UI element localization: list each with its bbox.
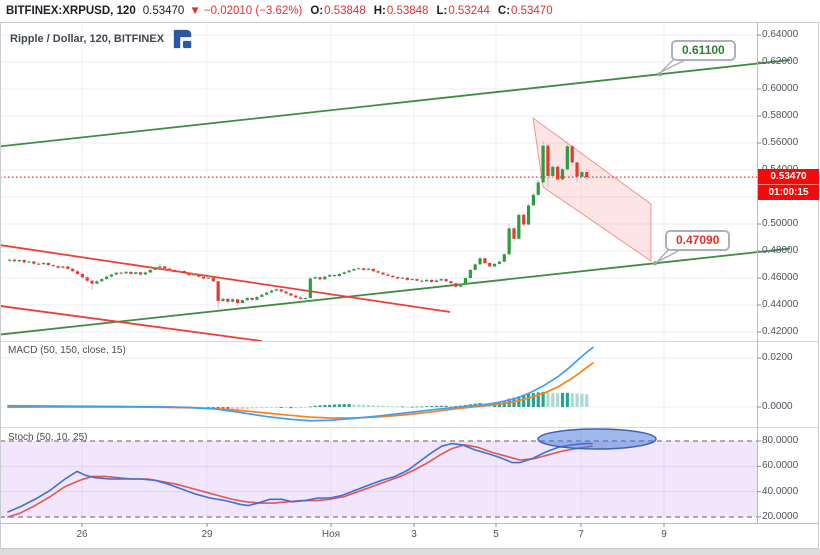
stoch-axis-label: 20.0000 bbox=[762, 511, 799, 522]
stoch-pane-title: Stoch (50, 10, 25) bbox=[8, 432, 88, 443]
time-axis-label: 9 bbox=[661, 529, 667, 540]
time-axis-label: Ноя bbox=[321, 529, 341, 540]
high-value: 0.53848 bbox=[386, 5, 429, 17]
main-price-pane[interactable] bbox=[0, 56, 791, 342]
support-price-callout[interactable]: 0.47090 bbox=[665, 230, 731, 251]
price-axis-label: 0.50000 bbox=[762, 218, 799, 229]
bar-countdown: 01:00:15 bbox=[758, 184, 819, 200]
stoch-axis-label: 40.0000 bbox=[762, 485, 799, 497]
gridlines bbox=[0, 22, 757, 523]
stoch-axis-label: 80.0000 bbox=[762, 435, 799, 446]
bear-flag-channel[interactable] bbox=[532, 116, 652, 262]
price-axis-label: 0.60000 bbox=[762, 83, 799, 94]
close-value: 0.53470 bbox=[511, 5, 553, 17]
time-axis-label: 29 bbox=[201, 529, 213, 540]
macd-pane-title: MACD (50, 150, close, 15) bbox=[8, 345, 126, 356]
macd-axis-label: 0.0000 bbox=[762, 401, 793, 412]
open-label: O: bbox=[310, 5, 324, 17]
time-axis-label: 3 bbox=[411, 529, 417, 540]
price-axis-label: 0.64000 bbox=[762, 29, 799, 40]
price-axis-label: 0.46000 bbox=[762, 272, 799, 283]
high-label: H: bbox=[373, 5, 386, 17]
close-label: C: bbox=[497, 5, 511, 17]
current-price-badge: 0.53470 01:00:15 bbox=[758, 169, 819, 200]
time-axis-label: 26 bbox=[76, 529, 88, 540]
stoch-axis-label: 60.0000 bbox=[762, 460, 799, 472]
price-axis-label: 0.58000 bbox=[762, 110, 799, 121]
price-axis-label: 0.56000 bbox=[762, 137, 799, 148]
price-axis-label: 0.62000 bbox=[762, 56, 799, 67]
symbol-info-bar: BITFINEX:XRPUSD, 120 0.53470 ▼ −0.02010 … bbox=[6, 2, 553, 20]
price-axis-label: 0.42000 bbox=[762, 326, 799, 337]
candlestick-series bbox=[8, 140, 589, 309]
last-price: 0.53470 bbox=[142, 5, 185, 17]
pane-borders bbox=[0, 22, 820, 555]
current-price-value: 0.53470 bbox=[770, 171, 807, 182]
ripple-logo-icon bbox=[173, 29, 192, 49]
macd-axis-label: 0.0200 bbox=[762, 352, 793, 363]
open-value: 0.53848 bbox=[324, 5, 366, 17]
chart-title: Ripple / Dollar, 120, BITFINEX bbox=[10, 28, 194, 50]
time-axis-label: 7 bbox=[578, 529, 584, 540]
macd-pane[interactable] bbox=[7, 346, 594, 422]
price-down-arrow-icon: ▼ bbox=[189, 5, 201, 17]
symbol-name: BITFINEX:XRPUSD, 120 bbox=[6, 5, 136, 17]
price-change: −0.02010 (−3.62%) bbox=[203, 5, 303, 17]
overbought-highlight-ellipse[interactable] bbox=[537, 428, 657, 450]
resistance-price-callout[interactable]: 0.61100 bbox=[671, 40, 736, 61]
low-value: 0.53244 bbox=[448, 5, 490, 17]
price-axis-label: 0.48000 bbox=[762, 245, 799, 256]
time-axis-label: 5 bbox=[493, 529, 499, 540]
chart-title-text: Ripple / Dollar, 120, BITFINEX bbox=[10, 33, 165, 45]
stoch-pane[interactable] bbox=[0, 428, 757, 518]
price-axis-label: 0.44000 bbox=[762, 299, 799, 310]
low-label: L: bbox=[436, 5, 448, 17]
